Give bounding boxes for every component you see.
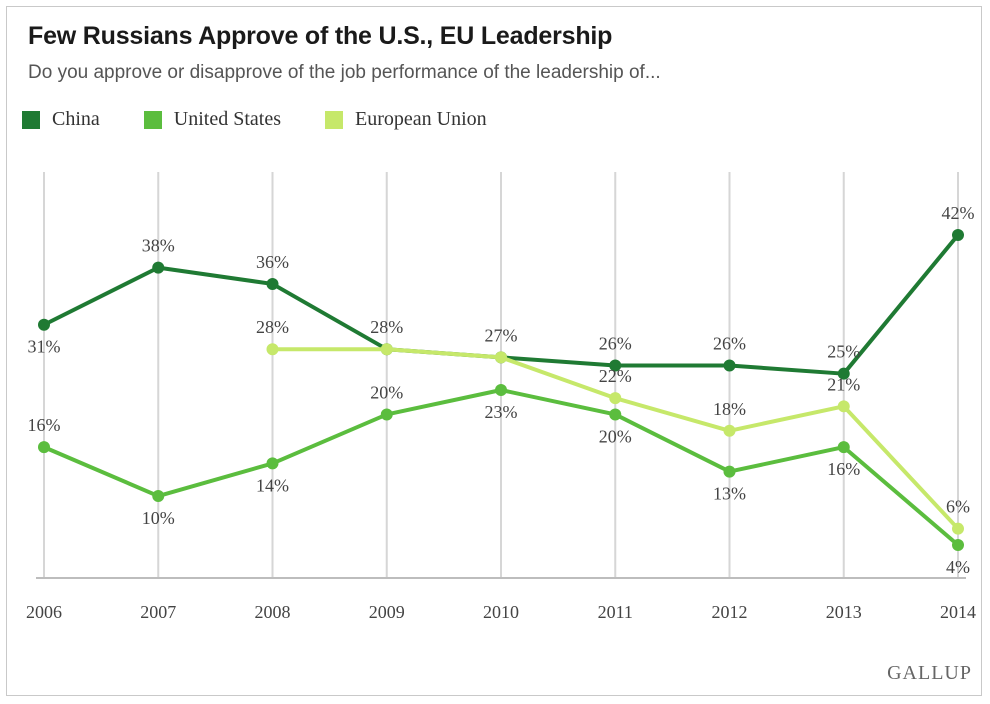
data-point-united-states-2009 <box>380 408 393 421</box>
legend-item-united-states: United States <box>143 108 281 131</box>
legend-item-china: China <box>22 108 100 131</box>
data-label-european-union-2014: 6% <box>946 497 970 517</box>
data-label-united-states-2008: 14% <box>256 475 289 495</box>
data-label-china-2007: 38% <box>142 236 175 256</box>
legend-item-european-union: European Union <box>325 108 487 131</box>
data-point-china-2014 <box>952 229 964 241</box>
data-label-china-2010: 27% <box>485 325 518 345</box>
x-tick-label-2006: 2006 <box>26 602 62 622</box>
legend: China United States European Union <box>22 108 531 131</box>
data-point-united-states-2006 <box>38 441 50 454</box>
data-point-china-2012 <box>723 359 736 372</box>
legend-label-united-states: United States <box>173 108 281 130</box>
x-tick-label-2007: 2007 <box>140 602 176 622</box>
data-label-united-states-2011: 20% <box>599 426 632 446</box>
data-point-united-states-2012 <box>723 465 736 478</box>
data-label-united-states-2013: 16% <box>827 459 860 479</box>
data-label-china-2011: 26% <box>599 334 632 354</box>
legend-swatch-european-union <box>325 110 343 129</box>
data-label-european-union-2013: 21% <box>827 374 860 394</box>
brand-logo-text: GALLUP <box>887 662 972 684</box>
data-label-china-2013: 25% <box>827 342 860 362</box>
data-point-china-2006 <box>38 318 50 331</box>
data-label-european-union-2008: 28% <box>256 317 289 337</box>
data-label-united-states-2007: 10% <box>142 508 175 528</box>
x-tick-label-2009: 2009 <box>369 602 405 622</box>
data-point-china-2007 <box>152 261 165 274</box>
data-label-united-states-2010: 23% <box>485 402 518 422</box>
x-tick-label-2008: 2008 <box>255 602 291 622</box>
x-tick-label-2012: 2012 <box>712 602 748 622</box>
data-point-european-union-2014 <box>952 522 964 535</box>
data-label-china-2014: 42% <box>942 203 975 223</box>
legend-swatch-china <box>22 110 40 129</box>
data-point-european-union-2010 <box>495 351 507 364</box>
legend-label-china: China <box>52 108 100 130</box>
data-label-european-union-2012: 18% <box>713 399 746 419</box>
data-point-united-states-2007 <box>152 490 165 503</box>
legend-swatch-united-states <box>143 110 162 129</box>
data-point-china-2011 <box>609 359 622 372</box>
data-label-china-2012: 26% <box>713 334 746 354</box>
legend-label-european-union: European Union <box>355 108 487 130</box>
data-label-united-states-2012: 13% <box>713 484 746 504</box>
data-point-china-2013 <box>837 367 850 380</box>
data-label-china-2008: 36% <box>256 252 289 272</box>
data-point-european-union-2013 <box>837 400 850 413</box>
chart-subtitle: Do you approve or disapprove of the job … <box>28 62 661 83</box>
data-label-china-2009: 28% <box>370 317 403 337</box>
x-tick-label-2014: 2014 <box>940 602 976 622</box>
data-point-china-2008 <box>266 277 279 290</box>
data-label-european-union-2011: 22% <box>599 366 632 386</box>
data-label-united-states-2014: 4% <box>946 557 970 577</box>
data-point-european-union-2012 <box>723 424 736 437</box>
x-tick-label-2011: 2011 <box>598 602 633 622</box>
data-point-united-states-2010 <box>495 384 507 396</box>
data-point-united-states-2013 <box>837 441 850 454</box>
data-label-china-2006: 31% <box>28 337 61 357</box>
data-label-united-states-2009: 20% <box>370 382 403 402</box>
x-tick-label-2013: 2013 <box>826 602 862 622</box>
data-point-european-union-2008 <box>266 343 279 356</box>
data-point-european-union-2011 <box>609 392 622 405</box>
chart-title: Few Russians Approve of the U.S., EU Lea… <box>28 22 613 50</box>
data-point-united-states-2011 <box>609 408 622 421</box>
data-point-united-states-2014 <box>952 539 964 551</box>
x-tick-label-2010: 2010 <box>483 602 519 622</box>
data-point-united-states-2008 <box>266 457 279 470</box>
chart-frame <box>6 6 982 696</box>
data-label-united-states-2006: 16% <box>28 415 61 435</box>
data-point-european-union-2009 <box>380 343 393 356</box>
